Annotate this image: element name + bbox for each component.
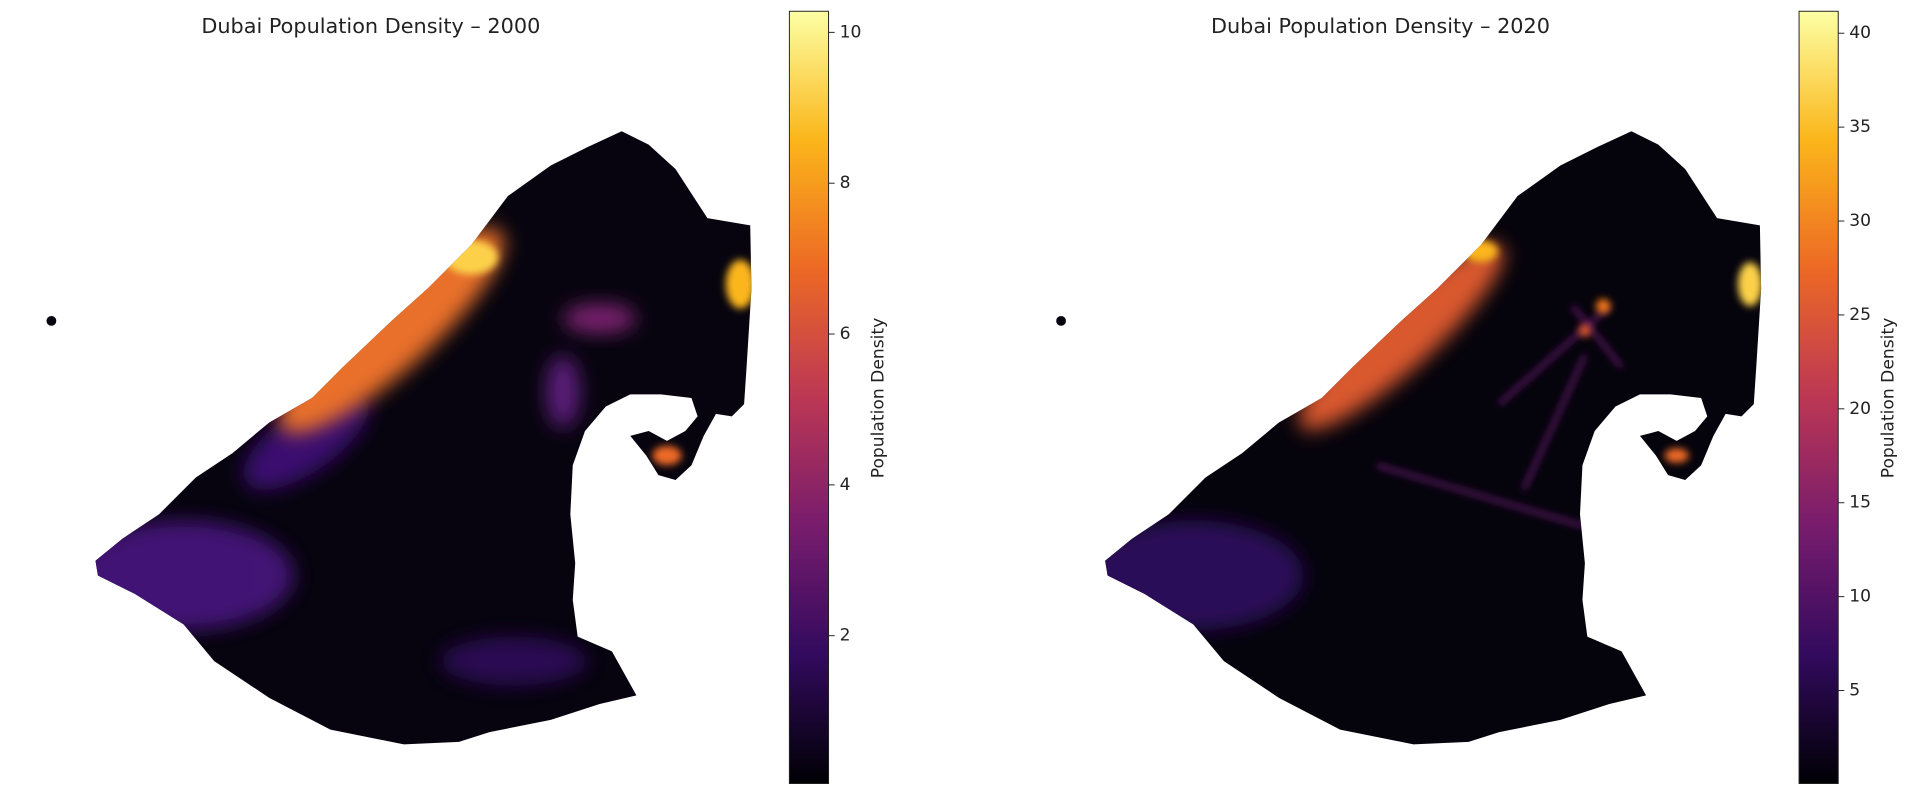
colorbar-tick-label: 4 [840, 475, 851, 495]
map-2020 [1056, 131, 1762, 745]
colorbar-tick-label: 15 [1849, 493, 1871, 513]
colorbar [1798, 10, 1839, 784]
colorbar-tick-label: 20 [1849, 399, 1871, 419]
colorbar [788, 10, 830, 784]
chart-title: Dubai Population Density – 2000 [201, 14, 540, 38]
colorbar-tick-label: 8 [840, 173, 851, 193]
colorbar-tick-label: 30 [1849, 211, 1871, 231]
colorbar-label: Population Density [869, 318, 889, 479]
colorbar-tick-label: 2 [840, 626, 851, 646]
colorbar-tick-label: 40 [1849, 23, 1871, 43]
colorbar-tick-label: 5 [1849, 681, 1860, 701]
chart-title: Dubai Population Density – 2020 [1211, 14, 1550, 38]
map-2000 [46, 131, 752, 745]
colorbar-tick-label: 10 [840, 22, 862, 42]
colorbar-label: Population Density [1878, 318, 1898, 479]
colorbar-tick-label: 10 [1849, 587, 1871, 607]
colorbar-tick-label: 25 [1849, 305, 1871, 325]
colorbar-tick-label: 6 [840, 324, 851, 344]
colorbar-tick-label: 35 [1849, 117, 1871, 137]
